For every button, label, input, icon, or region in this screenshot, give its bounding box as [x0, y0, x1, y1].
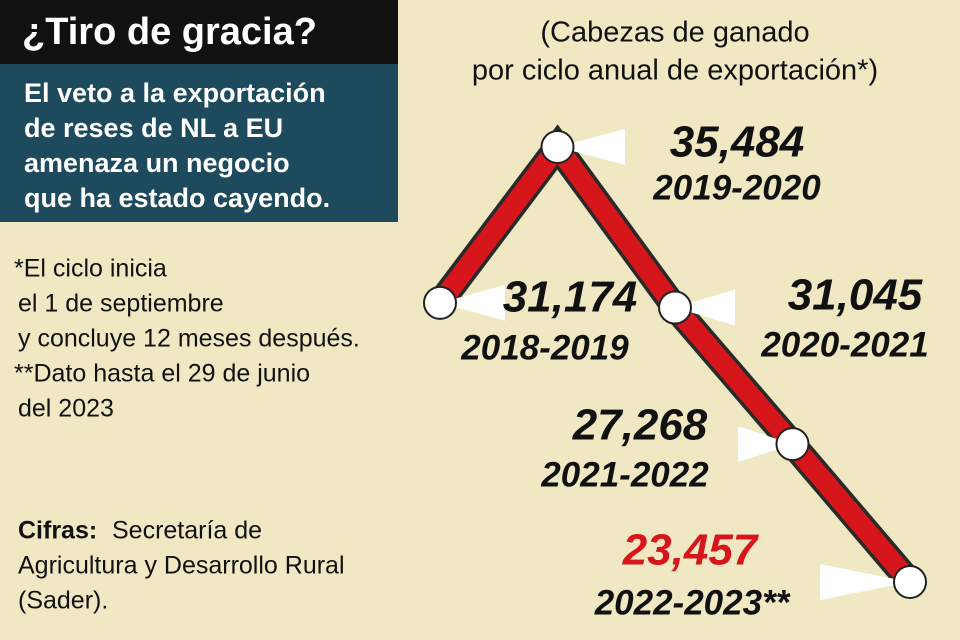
subtitle-line: de reses de NL a EU [24, 113, 283, 143]
subtitle-box [0, 64, 398, 222]
note-line: *El ciclo inicia [14, 255, 167, 283]
category-label: 2020-2021 [760, 325, 928, 364]
unit-line: (Cabezas de ganado [540, 17, 809, 49]
source-line: (Sader). [18, 587, 108, 615]
pointer [440, 284, 505, 321]
note-line: **Dato hasta el 29 de junio [14, 360, 310, 388]
source-line: Secretaría de [112, 517, 262, 545]
point [893, 565, 927, 599]
unit-line: por ciclo anual de exportación*) [472, 55, 878, 87]
subtitle: El veto a la exportación de reses de NL a… [24, 78, 330, 213]
point [540, 130, 575, 164]
pointer [738, 426, 793, 463]
note-line: y concluye 12 meses después. [18, 325, 360, 353]
category-label: 2019-2020 [652, 168, 821, 207]
note-line: del 2023 [18, 395, 114, 423]
pointer [557, 129, 625, 165]
title-box [0, 0, 398, 64]
unit-note: (Cabezas de ganado por ciclo anual de exp… [472, 17, 878, 87]
category-label: 2022-2023** [594, 583, 791, 622]
footnotes: *El ciclo inicia el 1 de septiembre y conc… [14, 255, 360, 423]
point [423, 285, 457, 320]
value-label: 23,457 [622, 526, 760, 575]
subtitle-line: que ha estado cayendo. [24, 183, 330, 213]
value-label: 31,045 [788, 271, 923, 320]
pointer [675, 289, 735, 326]
point [775, 427, 810, 462]
source: Cifras: Secretaría de Agricultura y Desarr… [18, 517, 345, 615]
point [658, 290, 692, 325]
subtitle-line: El veto a la exportación [24, 78, 326, 108]
note-line: el 1 de septiembre [18, 290, 224, 318]
pointer [820, 564, 910, 600]
value-label: 31,174 [503, 273, 638, 322]
subtitle-line: amenaza un negocio [24, 148, 290, 178]
value-label: 27,268 [572, 401, 708, 450]
category-label: 2021-2022 [540, 455, 709, 494]
chart-title: ¿Tiro de gracia? [22, 11, 317, 53]
value-label: 35,484 [670, 118, 805, 167]
source-label: Cifras: [18, 517, 97, 545]
source-line: Agricultura y Desarrollo Rural [18, 552, 345, 580]
category-label: 2018-2019 [460, 328, 629, 367]
